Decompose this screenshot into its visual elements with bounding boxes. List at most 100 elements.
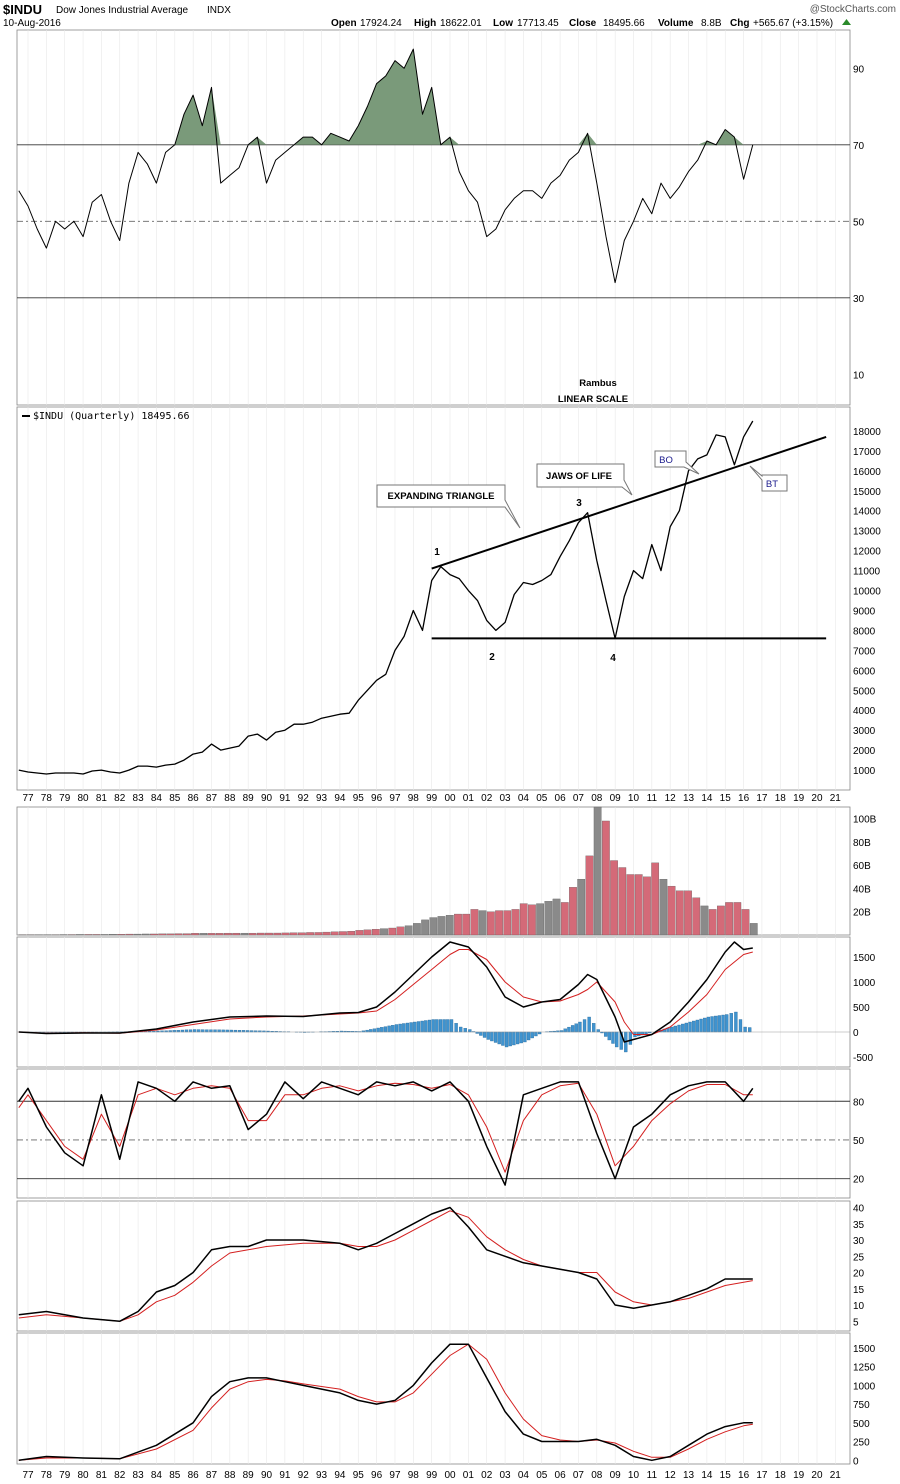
volume-bar [281,932,290,936]
macd-histogram-bar [482,1031,487,1038]
volume-bar [741,909,750,936]
x-tick-label: 93 [316,1470,328,1481]
macd-histogram-bar [673,1025,678,1033]
volume-bar [560,902,569,936]
y-tick-label: 10 [853,370,865,381]
macd-histogram-bar [427,1019,432,1033]
x-tick-label: 00 [444,793,456,804]
volume-bar [528,904,536,936]
volume-bar [322,931,331,936]
macd-histogram-bar [587,1016,591,1033]
macd-histogram-bar [592,1023,596,1033]
macd-histogram-bar [237,1030,242,1033]
x-tick-label: 80 [77,1470,89,1481]
volume-bar [470,909,479,936]
x-tick-label: 79 [59,793,71,804]
macd-histogram-bar [398,1023,402,1033]
x-tick-label: 21 [830,1470,842,1481]
x-tick-label: 17 [756,793,768,804]
x-tick-label: 05 [536,793,548,804]
volume-bar [634,874,643,936]
volume-bar [610,860,618,936]
volume-bar [717,905,725,936]
macd-histogram-bar [670,1026,674,1033]
volume-bar [618,867,627,936]
callout-box [749,465,788,492]
x-tick-label: 18 [775,1470,787,1481]
volume-bar [224,932,232,936]
volume-bar [100,934,109,936]
x-tick-label: 05 [536,1470,548,1481]
macd-histogram-bar [438,1019,443,1033]
volume-bar [437,916,446,936]
volume-bar [486,911,495,936]
x-tick-label: 11 [647,1470,658,1481]
macd-histogram-bar [523,1031,527,1043]
x-tick-label: 82 [114,1470,126,1481]
x-tick-label: 97 [389,793,401,804]
y-tick-label: 6000 [853,666,876,677]
y-tick-label: 17000 [853,447,881,458]
x-tick-label: 17 [756,1470,768,1481]
volume-bar [339,931,347,936]
macd-histogram-bar [537,1031,542,1035]
volume-bar [183,933,191,936]
volume-label: Volume [658,18,694,29]
volume-bar [454,913,462,936]
x-tick-label: 79 [59,1470,71,1481]
volume-bar [191,933,199,936]
volume-bar [133,933,142,936]
x-tick-label: 13 [683,1470,695,1481]
bo-label: BO [659,455,673,466]
macd-histogram-bar [738,1019,743,1033]
x-tick-label: 78 [41,793,53,804]
x-tick-label: 20 [811,1470,823,1481]
x-tick-label: 18 [775,793,787,804]
high-label: High [414,18,436,29]
open-value: 17924.24 [360,18,402,29]
volume-bar [684,890,692,936]
volume-bar [700,905,709,936]
y-tick-label: 750 [853,1400,870,1411]
y-tick-label: 30 [853,1236,865,1247]
macd-histogram-bar [526,1031,531,1041]
volume-bar [289,932,298,936]
x-tick-label: 87 [206,1470,218,1481]
x-tick-label: 90 [261,793,273,804]
volume-bar [478,910,487,936]
x-tick-label: 10 [628,1470,640,1481]
x-tick-label: 89 [243,1470,255,1481]
volume-bar [371,929,380,936]
x-tick-label: 19 [793,1470,805,1481]
x-tick-label: 16 [738,793,750,804]
chg-label: Chg [730,18,749,29]
point-2-label: 2 [489,652,495,663]
quote-date: 10-Aug-2016 [3,18,61,29]
macd-histogram-bar [614,1031,619,1048]
volume-bar [347,931,356,936]
y-tick-label: 1000 [853,1381,876,1392]
volume-bar [429,917,438,936]
macd-histogram-bar [607,1031,611,1041]
macd-histogram-bar [225,1029,229,1033]
y-tick-label: 250 [853,1438,870,1449]
x-tick-label: 19 [793,793,805,804]
volume-bar [733,902,742,936]
scale-note: LINEAR SCALE [558,394,628,405]
volume-bar [651,862,660,936]
x-tick-label: 06 [555,793,567,804]
rsi-panel: 90 70 50 30 10 [17,48,865,381]
macd-histogram-bar [512,1031,516,1046]
y-tick-label: 30 [853,294,865,305]
macd-histogram-bar [714,1015,718,1033]
volume-bar [166,933,175,936]
macd-histogram-bar [710,1016,714,1033]
point-4-label: 4 [610,653,616,664]
volume-bar [495,910,503,936]
x-tick-label: 20 [811,793,823,804]
volume-panel: 100B 80B 60B 40B 20B [18,806,877,936]
volume-bar [445,915,454,936]
volume-bar [150,933,158,936]
x-tick-label: 15 [720,1470,732,1481]
macd-histogram-bar [563,1028,567,1033]
